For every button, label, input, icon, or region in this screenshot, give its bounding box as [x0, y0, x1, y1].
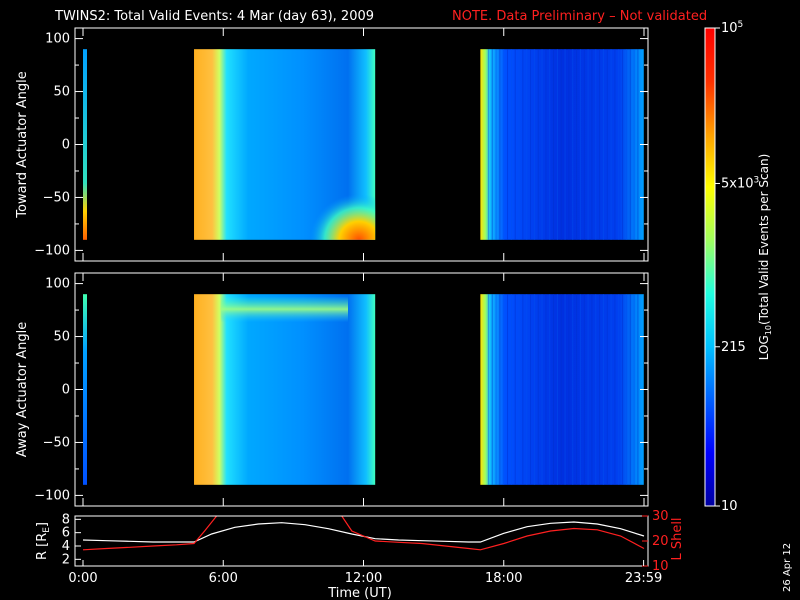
y-tick-label: −100	[34, 488, 70, 503]
data-block	[83, 49, 87, 240]
y2-tick-label: 20	[652, 534, 669, 549]
y-axis-label: R [RE]	[35, 522, 52, 560]
y-tick-label: −100	[34, 243, 70, 258]
y-tick-label: −50	[43, 190, 70, 205]
orbit-panel	[82, 516, 645, 551]
colorbar-tick-label: 10	[721, 499, 738, 514]
away-panel	[75, 273, 648, 506]
away-axes: 100 50 0 −50 −100 Away Actuator Angle	[15, 272, 649, 507]
data-block	[83, 294, 87, 485]
y-tick-label: 8	[62, 512, 70, 527]
plot-frame	[74, 515, 649, 567]
y-tick-label: 6	[62, 526, 70, 541]
toward-axes: 100 50 0 −50 −100 Toward Actuator Angle	[15, 27, 649, 262]
y-tick-label: 50	[53, 330, 70, 345]
x-tick-label: 18:00	[485, 571, 522, 586]
x-tick-label: 6:00	[209, 571, 238, 586]
x-tick-label: 23:59	[625, 571, 662, 586]
colorbar-tick-label: 5x103	[721, 175, 759, 191]
colorbar-tick-label: 105	[721, 20, 743, 36]
preliminary-note: NOTE. Data Preliminary – Not validated	[452, 9, 707, 24]
hot-region	[293, 163, 376, 240]
y2-tick-label: 30	[652, 509, 669, 524]
y-tick-label: 4	[62, 539, 70, 554]
toward-panel	[75, 28, 648, 261]
x-axis-label: Time (UT)	[327, 586, 392, 600]
y2-axis-label: L Shell	[670, 517, 685, 560]
lshell-series-line	[82, 516, 645, 551]
y-tick-label: 100	[45, 32, 70, 47]
date-stamp: 26 Apr 12	[782, 543, 793, 592]
y-tick-label: 2	[62, 552, 70, 567]
y-tick-label: −50	[43, 435, 70, 450]
y-tick-label: 100	[45, 277, 70, 292]
upper-band	[221, 296, 349, 323]
data-block	[194, 294, 376, 485]
y-axis-label: Toward Actuator Angle	[15, 71, 30, 218]
colorbar: 105 5x103 215 10 LOG10(Total Valid Events pe…	[704, 20, 773, 514]
colorbar-label: LOG10(Total Valid Events per Scan)	[757, 154, 773, 361]
y-tick-label: 0	[62, 383, 70, 398]
radius-series-line	[82, 521, 645, 543]
colorbar-tick-label: 215	[721, 340, 746, 355]
y2-tick-label: 10	[652, 559, 669, 574]
y-tick-label: 50	[53, 85, 70, 100]
y-tick-label: 0	[62, 138, 70, 153]
chart-title: TWINS2: Total Valid Events: 4 Mar (day 6…	[54, 9, 374, 24]
colorbar-scale	[704, 27, 716, 507]
y-axis-label: Away Actuator Angle	[15, 322, 30, 457]
x-tick-label: 12:00	[345, 571, 382, 586]
x-tick-label: 0:00	[68, 571, 97, 586]
